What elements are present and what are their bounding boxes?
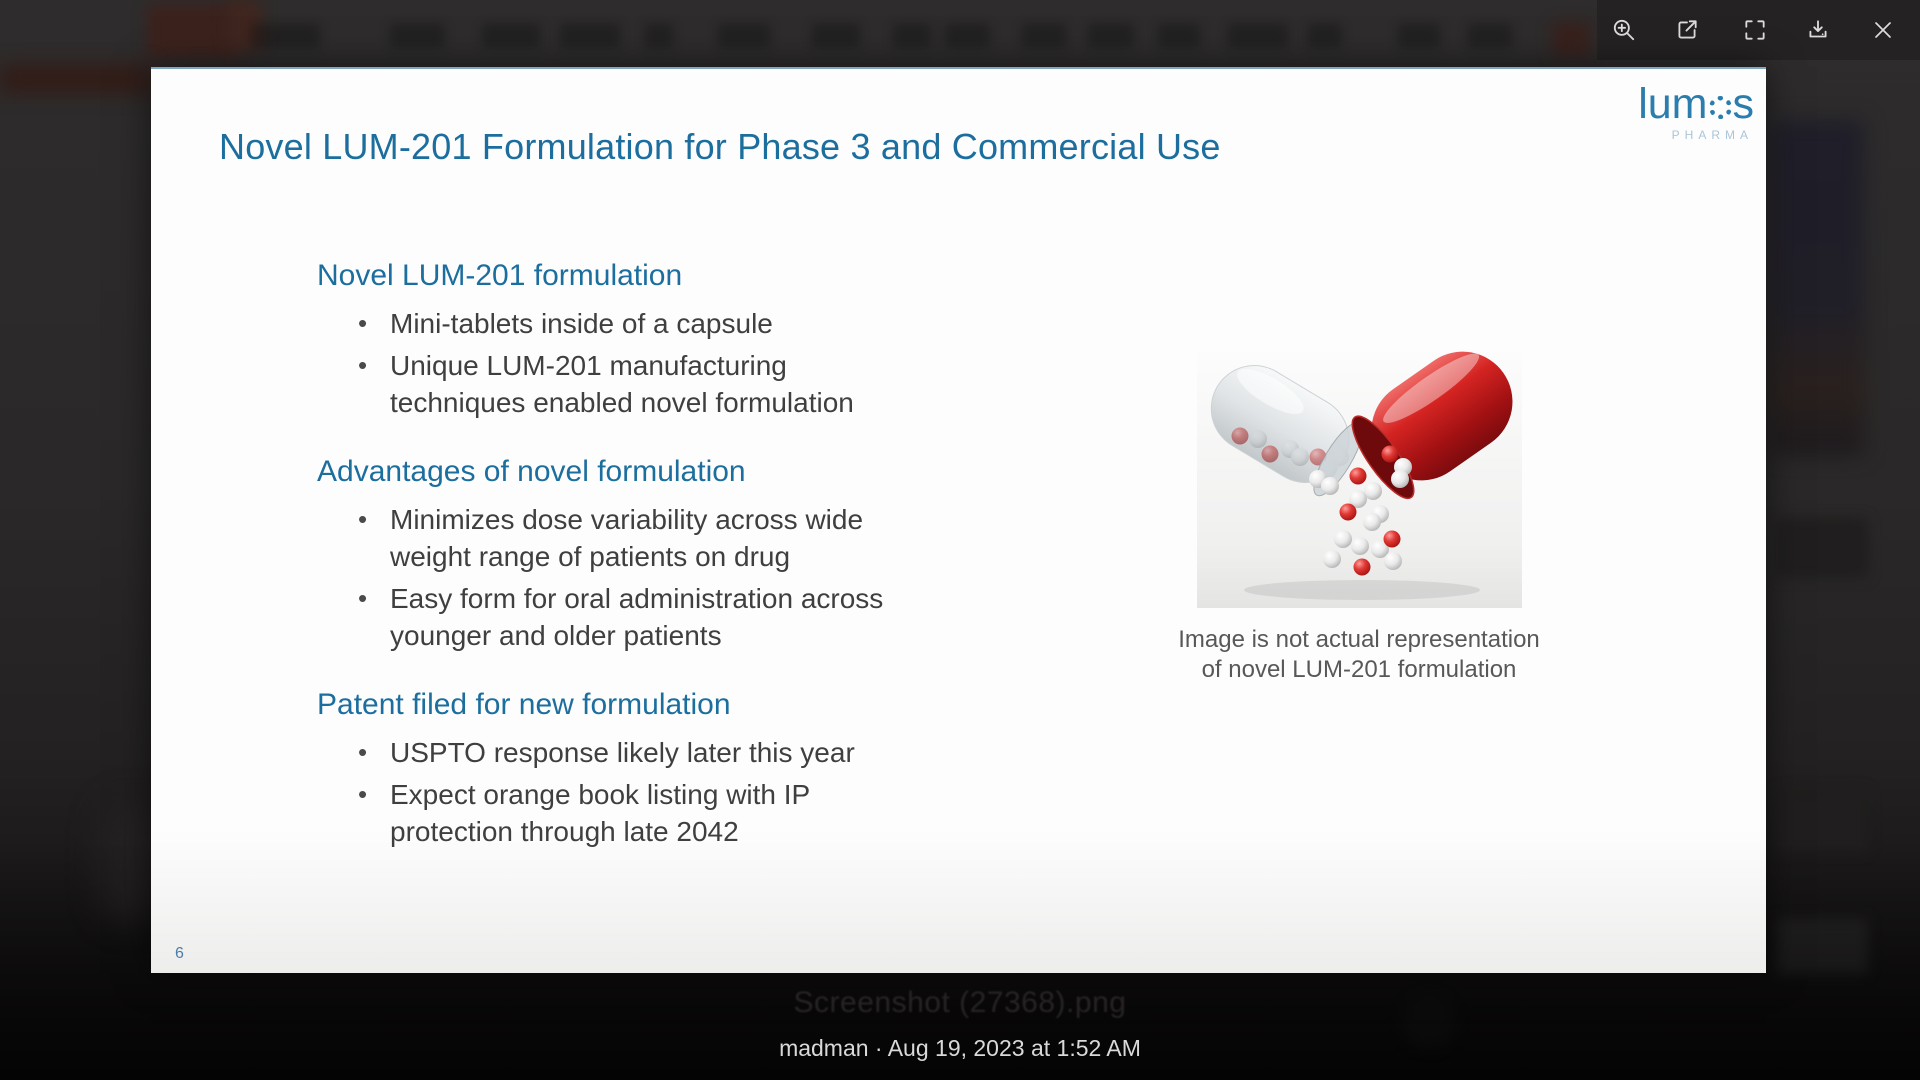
dimmed-nav-item	[1398, 24, 1440, 48]
close-button[interactable]	[1863, 10, 1903, 50]
dimmed-red-blob	[1552, 22, 1590, 56]
dimmed-nav-item	[250, 24, 320, 48]
download-icon	[1809, 20, 1827, 38]
open-external-icon	[1678, 20, 1697, 39]
section-advantages: Advantages of novel formulation Minimize…	[317, 453, 997, 654]
dimmed-nav-item	[945, 24, 990, 48]
dimmed-red-button	[147, 4, 239, 58]
dimmed-nav-item	[1228, 24, 1288, 48]
dimmed-thumbnail	[1772, 120, 1864, 455]
dimmed-red-blob	[228, 0, 262, 50]
section-heading: Novel LUM-201 formulation	[317, 259, 683, 292]
section-heading: Advantages of novel formulation	[317, 455, 746, 488]
fullscreen-button[interactable]	[1735, 10, 1775, 50]
dimmed-nav-item	[1158, 24, 1200, 48]
zoom-in-icon	[1613, 19, 1635, 41]
lumos-pharma-logo: lum s PHARMA	[1638, 80, 1754, 142]
slide-page-number: 6	[175, 945, 184, 962]
lightbox-caption: madman · Aug 19, 2023 at 1:52 AM	[779, 1035, 1141, 1061]
bullet-item: USPTO response likely later this year	[317, 734, 997, 771]
slide-body: Novel LUM-201 formulation Mini-tablets i…	[317, 257, 997, 855]
dimmed-nav-item	[560, 24, 620, 48]
bullet-item: Unique LUM-201 manufacturing techniques …	[317, 347, 997, 421]
open-external-button[interactable]	[1667, 10, 1707, 50]
logo-wordmark: lum s	[1638, 80, 1754, 128]
dimmed-nav-item	[893, 24, 931, 48]
slide-title: Novel LUM-201 Formulation for Phase 3 an…	[219, 126, 1221, 167]
logo-tagline: PHARMA	[1671, 128, 1753, 142]
close-icon	[1875, 22, 1891, 38]
dimmed-nav-item	[1088, 24, 1134, 48]
lightbox-toolbar	[1597, 0, 1920, 60]
capsule-illustration	[1197, 351, 1522, 608]
bullet-item: Expect orange book listing with IP prote…	[317, 776, 997, 850]
zoom-in-button[interactable]	[1604, 10, 1644, 50]
bullet-item: Mini-tablets inside of a capsule	[317, 305, 997, 342]
image-disclaimer-caption: Image is not actual representation of no…	[1178, 626, 1540, 683]
bullet-item: Minimizes dose variability across wide w…	[317, 501, 997, 575]
bullet-item: Easy form for oral administration across…	[317, 580, 997, 654]
dimmed-red-band	[0, 64, 152, 94]
section-patent: Patent filed for new formulation USPTO r…	[317, 686, 997, 850]
dimmed-nav-item	[645, 24, 673, 48]
dimmed-nav-item	[1468, 24, 1512, 48]
section-novel-formulation: Novel LUM-201 formulation Mini-tablets i…	[317, 257, 997, 421]
dimmed-nav-item	[718, 24, 770, 48]
dimmed-nav-item	[1022, 24, 1066, 48]
dimmed-nav-item	[390, 24, 445, 48]
section-heading: Patent filed for new formulation	[317, 688, 731, 721]
dimmed-nav-item	[1308, 24, 1342, 48]
dimmed-nav-item	[812, 24, 860, 48]
slide-image: Novel LUM-201 Formulation for Phase 3 an…	[151, 67, 1766, 973]
dimmed-button	[1776, 518, 1868, 578]
logo-o-dotted-circle	[1708, 96, 1732, 119]
dimmed-nav-item	[482, 24, 540, 48]
fullscreen-icon	[1745, 20, 1765, 40]
download-button[interactable]	[1798, 10, 1838, 50]
